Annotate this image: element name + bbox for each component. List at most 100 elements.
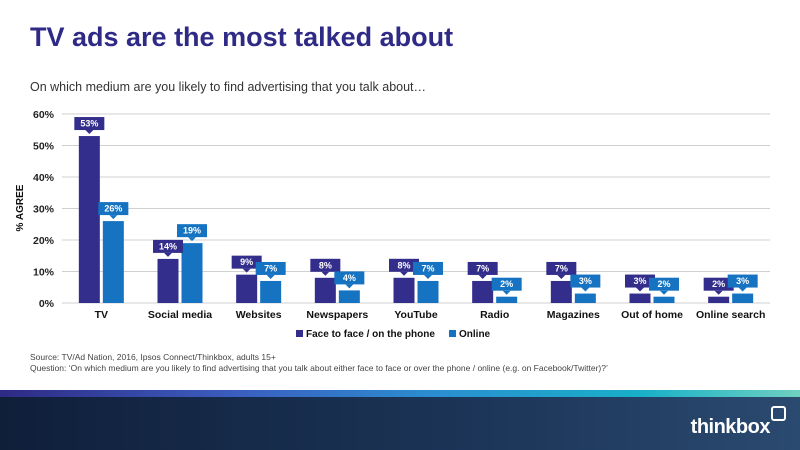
data-label: 53% bbox=[74, 117, 105, 135]
y-tick-label: 30% bbox=[33, 204, 55, 216]
data-label-pointer bbox=[738, 287, 747, 292]
data-label-pointer bbox=[266, 274, 275, 279]
bar bbox=[496, 296, 518, 303]
bar bbox=[732, 293, 754, 303]
bar bbox=[260, 280, 282, 303]
data-label-pointer bbox=[345, 284, 354, 289]
data-label-text: 7% bbox=[264, 263, 277, 273]
y-tick-label: 40% bbox=[33, 172, 55, 184]
data-label: 8% bbox=[310, 258, 341, 276]
data-label: 7% bbox=[255, 261, 286, 279]
category-label: Radio bbox=[480, 309, 509, 321]
bar bbox=[708, 296, 730, 303]
bar bbox=[574, 293, 596, 303]
bar bbox=[417, 280, 439, 303]
data-label-box bbox=[649, 277, 679, 291]
data-label: 14% bbox=[153, 239, 183, 257]
data-label-box bbox=[231, 255, 262, 269]
data-label-box bbox=[413, 261, 443, 275]
data-label: 2% bbox=[491, 277, 522, 295]
category-label: TV bbox=[95, 309, 108, 321]
data-label-pointer bbox=[478, 274, 487, 279]
data-label-text: 4% bbox=[343, 273, 356, 283]
footer-stripe bbox=[0, 390, 800, 397]
category-label: Social media bbox=[148, 309, 212, 321]
thinkbox-logo: thinkbox bbox=[690, 416, 771, 438]
data-label-box bbox=[467, 261, 498, 275]
data-label: 7% bbox=[546, 261, 577, 279]
legend-label-online: Online bbox=[459, 329, 491, 340]
data-label-pointer bbox=[636, 287, 644, 292]
data-label-text: 2% bbox=[657, 279, 670, 289]
legend: Face to face / on the phone Online bbox=[296, 329, 491, 340]
data-label-text: 19% bbox=[183, 226, 201, 236]
data-label: 4% bbox=[334, 271, 365, 289]
bar bbox=[472, 280, 494, 303]
data-label-box bbox=[625, 274, 655, 288]
bar bbox=[314, 277, 336, 303]
chart-question: On which medium are you likely to find a… bbox=[30, 80, 427, 94]
data-label: 2% bbox=[703, 277, 734, 295]
data-label-text: 26% bbox=[104, 204, 122, 214]
category-label: Magazines bbox=[547, 309, 600, 321]
data-label-pointer bbox=[242, 268, 251, 273]
data-label-text: 9% bbox=[240, 257, 253, 267]
data-label-box bbox=[98, 202, 129, 216]
data-label-text: 2% bbox=[500, 279, 513, 289]
data-label-pointer bbox=[714, 290, 723, 295]
bar bbox=[236, 274, 258, 303]
bar bbox=[78, 136, 100, 303]
y-tick-label: 50% bbox=[33, 141, 55, 153]
data-label-box bbox=[177, 224, 207, 238]
y-tick-label: 60% bbox=[33, 109, 55, 121]
data-label: 3% bbox=[625, 274, 655, 292]
bar bbox=[550, 280, 572, 303]
data-label-text: 2% bbox=[712, 279, 725, 289]
data-label-box bbox=[389, 258, 419, 272]
data-label: 19% bbox=[177, 224, 207, 242]
data-label-pointer bbox=[502, 290, 511, 295]
data-label-box bbox=[491, 277, 522, 291]
data-label: 2% bbox=[649, 277, 679, 295]
x-axis: TV Social media Websites Newspapers YouTube R… bbox=[95, 309, 766, 321]
y-axis-label: % AGREE bbox=[15, 184, 26, 231]
data-label-box bbox=[255, 261, 286, 275]
data-label-pointer bbox=[400, 271, 408, 276]
data-label-box bbox=[334, 271, 365, 285]
data-labels: 53% 26% 14% 19% 9% 7% 8% 4% 8% 7% 7% 2% 7% 3% 3% 2% 2% 3% bbox=[74, 117, 758, 295]
data-label-pointer bbox=[581, 287, 590, 292]
data-label-box bbox=[727, 274, 758, 288]
data-label-pointer bbox=[660, 290, 668, 295]
data-label: 8% bbox=[389, 258, 419, 276]
category-label: Newspapers bbox=[306, 309, 368, 321]
data-label-box bbox=[153, 239, 183, 253]
data-label-box bbox=[570, 274, 601, 288]
y-axis: 0% 10% 20% 30% 40% 50% 60% bbox=[33, 109, 55, 310]
data-label-text: 7% bbox=[476, 263, 489, 273]
question-note: Question: ‘On which medium are you likel… bbox=[30, 363, 608, 373]
data-label: 3% bbox=[727, 274, 758, 292]
chart-bars bbox=[78, 136, 754, 303]
bar bbox=[338, 290, 360, 303]
bar bbox=[653, 296, 675, 303]
data-label-pointer bbox=[85, 130, 94, 135]
data-label-text: 8% bbox=[397, 260, 410, 270]
data-label: 7% bbox=[467, 261, 498, 279]
legend-swatch-face bbox=[296, 330, 303, 337]
data-label: 7% bbox=[413, 261, 443, 279]
legend-label-face: Face to face / on the phone bbox=[306, 329, 435, 340]
data-label-text: 7% bbox=[421, 263, 434, 273]
data-label: 3% bbox=[570, 274, 601, 292]
data-label-text: 3% bbox=[579, 276, 592, 286]
data-label-box bbox=[74, 117, 105, 131]
data-label-pointer bbox=[424, 274, 432, 279]
bar bbox=[102, 221, 124, 303]
bar bbox=[157, 258, 179, 303]
data-label-text: 3% bbox=[736, 276, 749, 286]
data-label-text: 53% bbox=[80, 119, 98, 129]
data-label-pointer bbox=[164, 252, 172, 257]
data-label-text: 7% bbox=[555, 263, 568, 273]
bar bbox=[629, 293, 651, 303]
data-label: 9% bbox=[231, 255, 262, 273]
